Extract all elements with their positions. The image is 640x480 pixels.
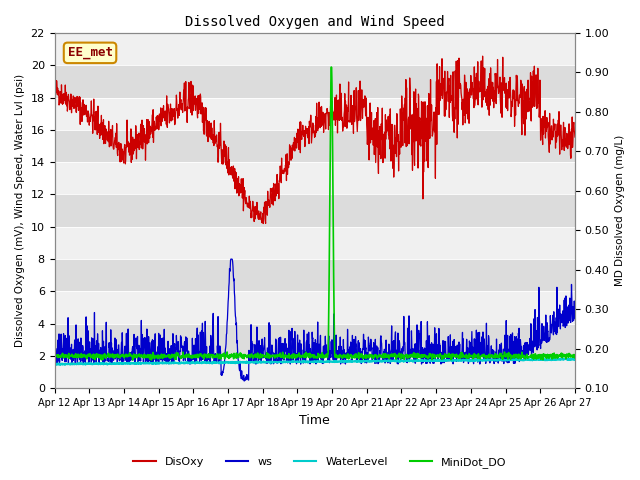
ws — [348, 357, 355, 363]
MiniDot_DO — [272, 352, 280, 358]
MiniDot_DO — [348, 352, 355, 358]
Bar — [54, 162, 575, 194]
Y-axis label: Dissolved Oxygen (mV), Wind Speed, Water Lvl (psi): Dissolved Oxygen (mV), Wind Speed, Water… — [15, 74, 25, 347]
Bar — [54, 130, 575, 162]
WaterLevel — [113, 360, 120, 366]
Bar — [54, 33, 575, 65]
Title: Dissolved Oxygen and Wind Speed: Dissolved Oxygen and Wind Speed — [185, 15, 445, 29]
DisOxy — [91, 118, 99, 123]
Bar — [54, 194, 575, 227]
Bar — [54, 356, 575, 388]
WaterLevel — [272, 359, 280, 365]
WaterLevel — [347, 359, 355, 364]
DisOxy — [272, 185, 280, 191]
ws — [571, 315, 579, 321]
MiniDot_DO — [571, 355, 579, 360]
MiniDot_DO — [283, 354, 291, 360]
ws — [283, 354, 291, 360]
Bar — [54, 227, 575, 259]
ws — [292, 354, 300, 360]
X-axis label: Time: Time — [300, 414, 330, 427]
Text: EE_met: EE_met — [68, 47, 113, 60]
ws — [241, 378, 248, 384]
DisOxy — [347, 93, 355, 98]
ws — [112, 336, 120, 342]
Line: DisOxy: DisOxy — [54, 56, 575, 224]
WaterLevel — [571, 357, 579, 362]
ws — [227, 256, 235, 262]
DisOxy — [51, 84, 58, 89]
DisOxy — [571, 134, 579, 140]
MiniDot_DO — [91, 352, 99, 358]
MiniDot_DO — [292, 354, 300, 360]
MiniDot_DO — [148, 357, 156, 363]
DisOxy — [259, 221, 267, 227]
Bar — [54, 97, 575, 130]
Line: WaterLevel: WaterLevel — [54, 359, 575, 365]
Line: ws: ws — [54, 259, 575, 381]
DisOxy — [112, 130, 120, 136]
ws — [91, 356, 99, 362]
Line: MiniDot_DO: MiniDot_DO — [54, 67, 575, 360]
MiniDot_DO — [51, 354, 58, 360]
DisOxy — [292, 141, 300, 146]
Bar — [54, 65, 575, 97]
Bar — [54, 291, 575, 324]
MiniDot_DO — [328, 64, 335, 70]
DisOxy — [479, 53, 486, 59]
WaterLevel — [51, 362, 58, 368]
ws — [51, 348, 58, 354]
WaterLevel — [56, 362, 64, 368]
Y-axis label: MD Dissolved Oxygen (mg/L): MD Dissolved Oxygen (mg/L) — [615, 135, 625, 286]
MiniDot_DO — [112, 352, 120, 358]
Bar — [54, 324, 575, 356]
WaterLevel — [570, 356, 577, 361]
WaterLevel — [283, 359, 291, 365]
DisOxy — [283, 178, 291, 183]
Bar — [54, 259, 575, 291]
ws — [272, 341, 280, 347]
Legend: DisOxy, ws, WaterLevel, MiniDot_DO: DisOxy, ws, WaterLevel, MiniDot_DO — [129, 452, 511, 472]
WaterLevel — [92, 361, 99, 367]
WaterLevel — [292, 359, 300, 365]
